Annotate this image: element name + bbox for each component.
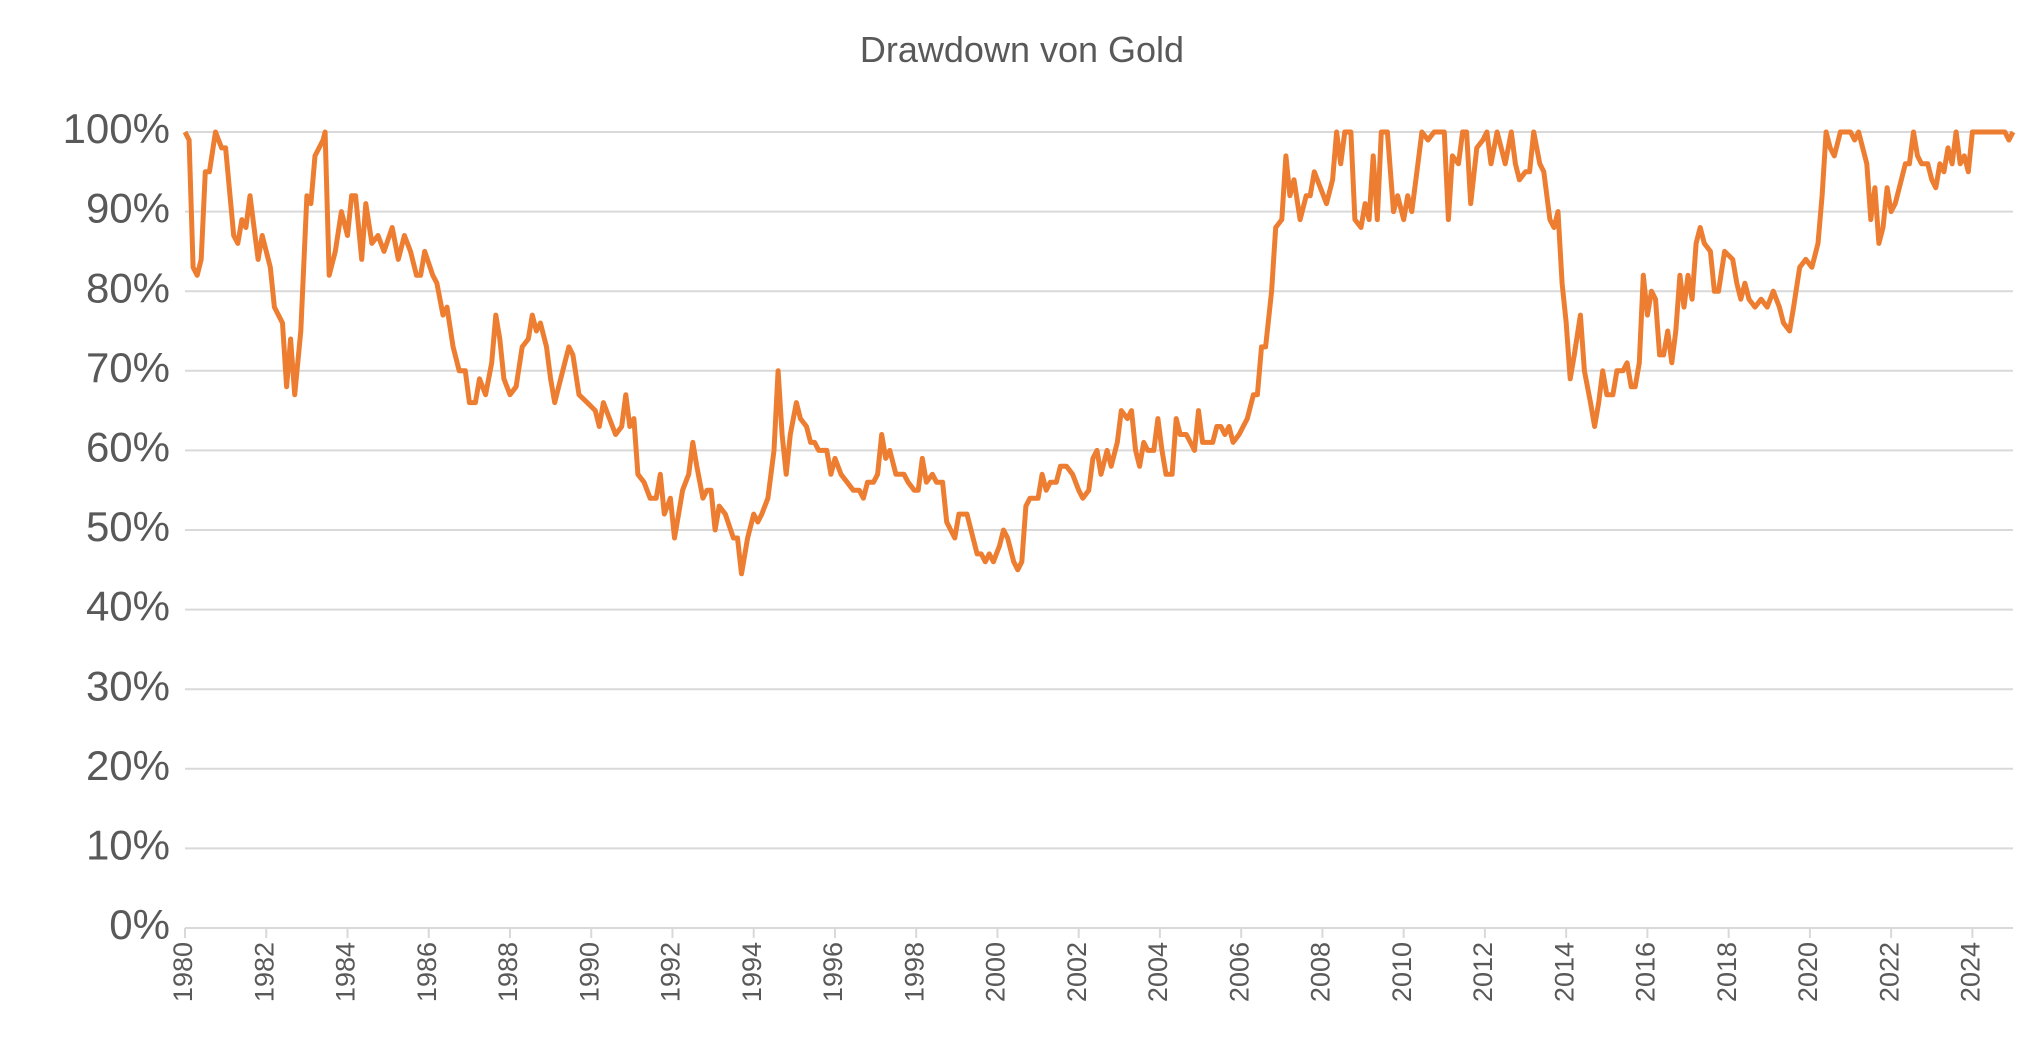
x-tick-label: 2024 [1956,942,1986,1002]
x-tick-label: 2020 [1793,942,1823,1002]
line-series [182,129,2016,577]
x-tick-label: 2010 [1387,942,1417,1002]
y-tick-label: 60% [86,423,170,470]
y-tick-label: 10% [86,821,170,868]
x-tick-label: 1994 [737,942,767,1002]
x-tick-label: 2004 [1143,942,1173,1002]
x-tick-label: 2006 [1224,942,1254,1002]
x-tick-label: 1990 [574,942,604,1002]
y-tick-label: 100% [63,105,170,152]
y-tick-label: 40% [86,583,170,630]
y-tick-label: 90% [86,185,170,232]
chart-title: Drawdown von Gold [860,29,1184,70]
y-tick-label: 30% [86,662,170,709]
x-tick-label: 2016 [1631,942,1661,1002]
x-tick-label: 1992 [656,942,686,1002]
x-tick-label: 1984 [331,942,361,1002]
y-tick-label: 50% [86,503,170,550]
x-tick-label: 1996 [818,942,848,1002]
x-tick-label: 2018 [1712,942,1742,1002]
x-tick-label: 2022 [1874,942,1904,1002]
x-tick-label: 2002 [1062,942,1092,1002]
x-tick-label: 2000 [981,942,1011,1002]
x-tick-label: 1988 [493,942,523,1002]
x-tick-label: 1986 [412,942,442,1002]
y-tick-label: 0% [109,901,170,948]
x-tick-label: 1982 [249,942,279,1002]
y-tick-label: 20% [86,742,170,789]
x-tick-label: 1980 [168,942,198,1002]
x-tick-label: 2008 [1306,942,1336,1002]
x-tick-label: 1998 [899,942,929,1002]
y-tick-label: 70% [86,344,170,391]
x-tick-label: 2014 [1549,942,1579,1002]
x-tick-label: 2012 [1468,942,1498,1002]
y-tick-label: 80% [86,264,170,311]
